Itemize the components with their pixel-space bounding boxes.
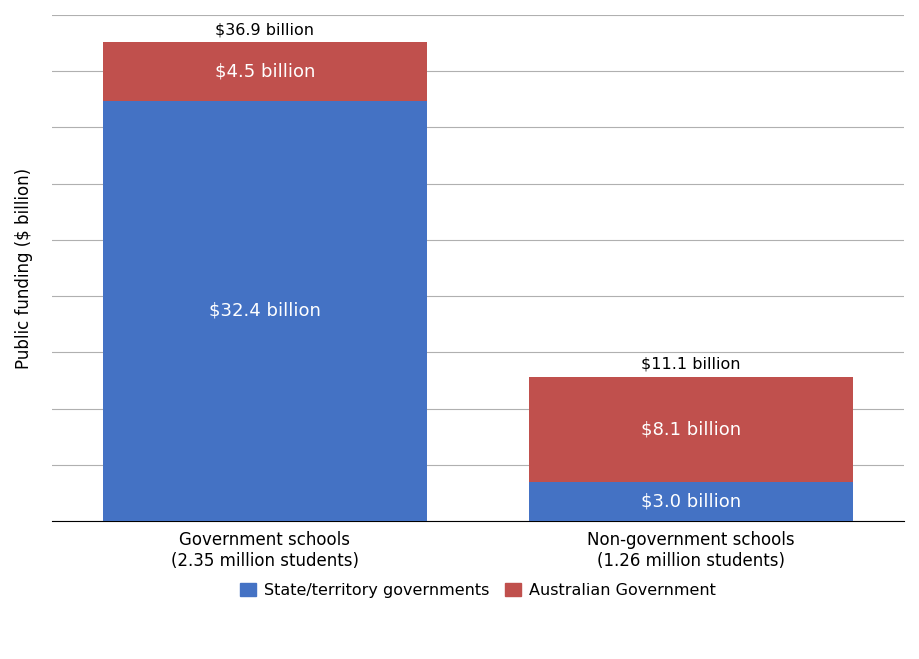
Text: $8.1 billion: $8.1 billion <box>641 420 741 439</box>
Text: $4.5 billion: $4.5 billion <box>215 63 315 80</box>
Text: $3.0 billion: $3.0 billion <box>641 493 741 511</box>
Bar <box>529 377 853 482</box>
Y-axis label: Public funding ($ billion): Public funding ($ billion) <box>15 167 33 368</box>
Text: $36.9 billion: $36.9 billion <box>215 22 314 37</box>
Bar <box>103 101 426 521</box>
Text: $32.4 billion: $32.4 billion <box>209 302 321 320</box>
Legend: State/territory governments, Australian Government: State/territory governments, Australian … <box>233 577 722 604</box>
Bar <box>529 482 853 521</box>
Bar <box>103 42 426 101</box>
Text: $11.1 billion: $11.1 billion <box>641 357 741 372</box>
